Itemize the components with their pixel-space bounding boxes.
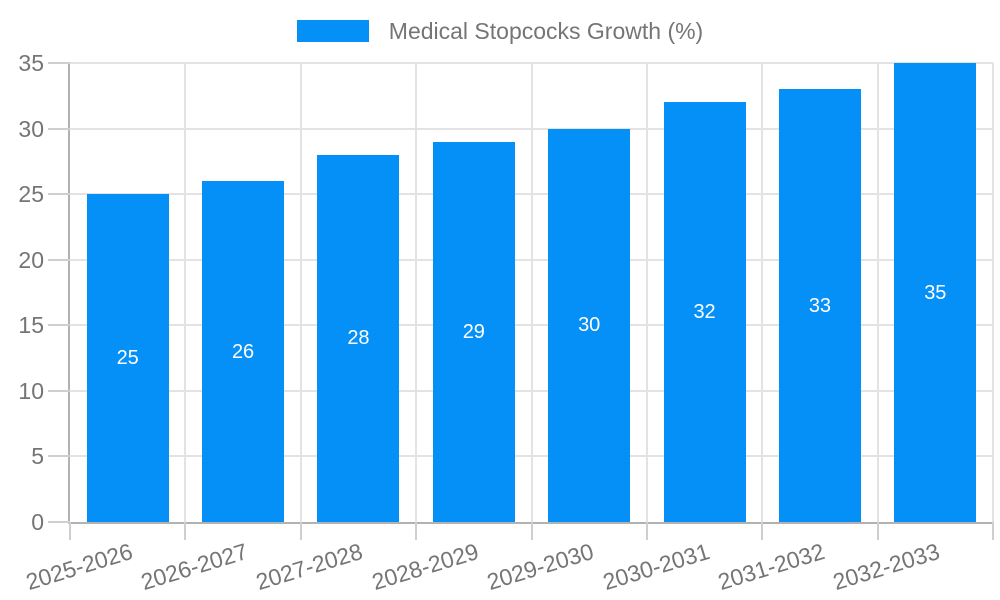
x-gridline: [761, 63, 764, 522]
x-axis-label: 2031-2032: [714, 538, 828, 596]
y-axis-tick: [48, 324, 70, 327]
y-axis-tick: [48, 521, 70, 523]
bar[interactable]: 26: [202, 181, 285, 522]
x-axis-tick: [645, 522, 648, 540]
x-gridline: [299, 63, 302, 522]
bar[interactable]: 25: [86, 194, 169, 522]
bar-value-label: 25: [116, 347, 139, 370]
x-axis-label: 2028-2029: [368, 538, 482, 596]
x-axis-label: 2026-2027: [137, 538, 251, 596]
bar[interactable]: 33: [778, 89, 861, 522]
x-axis-label: 2030-2031: [599, 538, 713, 596]
bar-value-label: 32: [693, 301, 716, 324]
x-axis-tick: [876, 522, 879, 540]
y-axis-tick: [48, 455, 70, 458]
bar-value-label: 26: [231, 340, 255, 363]
y-axis-tick: [48, 127, 70, 130]
x-axis-tick: [415, 522, 418, 540]
legend-label: Medical Stopcocks Growth (%): [388, 18, 704, 44]
x-axis-tick: [299, 522, 302, 540]
y-axis-tick: [48, 389, 70, 392]
bar-value-label: 35: [924, 281, 947, 304]
bar-value-label: 33: [808, 294, 832, 317]
x-axis-tick: [530, 522, 533, 540]
bar-value-label: 30: [578, 314, 601, 337]
x-axis-label: 2029-2030: [483, 538, 597, 596]
y-axis-tick-label: 30: [18, 115, 44, 142]
x-gridline: [530, 63, 533, 522]
x-axis-tick: [184, 522, 187, 540]
bar-value-label: 28: [347, 327, 370, 350]
x-axis-tick: [992, 522, 994, 540]
x-gridline: [876, 63, 879, 522]
bar-value-label: 29: [462, 320, 485, 343]
y-axis-tick-label: 20: [18, 246, 44, 273]
y-axis-tick-label: 0: [31, 509, 44, 535]
y-axis-tick: [48, 193, 70, 196]
legend: Medical Stopcocks Growth (%): [0, 18, 1000, 44]
x-gridline: [184, 63, 187, 522]
y-axis-tick-label: 25: [18, 181, 44, 208]
bar[interactable]: 29: [432, 141, 515, 522]
y-axis-tick: [48, 258, 70, 261]
legend-swatch[interactable]: [296, 20, 369, 42]
x-axis-label: 2032-2033: [830, 538, 943, 596]
y-axis-tick-label: 15: [18, 312, 44, 339]
x-gridline: [415, 63, 418, 522]
y-axis-tick: [48, 62, 70, 64]
y-axis-tick-label: 5: [31, 443, 44, 470]
x-axis-label: 2025-2026: [22, 538, 136, 596]
x-axis-tick: [761, 522, 764, 540]
x-gridline: [992, 63, 994, 522]
bar[interactable]: 32: [663, 102, 746, 522]
plot-area: 25 26 28 29 30 32 33 35: [68, 62, 994, 524]
bar[interactable]: 30: [548, 128, 631, 522]
y-axis-tick-label: 35: [18, 50, 44, 76]
bar[interactable]: 35: [894, 63, 977, 522]
x-gridline: [645, 63, 648, 522]
x-axis-tick: [69, 522, 71, 540]
y-axis-tick-label: 10: [18, 377, 44, 404]
bar[interactable]: 28: [317, 154, 400, 522]
x-axis-label: 2027-2028: [253, 538, 367, 596]
